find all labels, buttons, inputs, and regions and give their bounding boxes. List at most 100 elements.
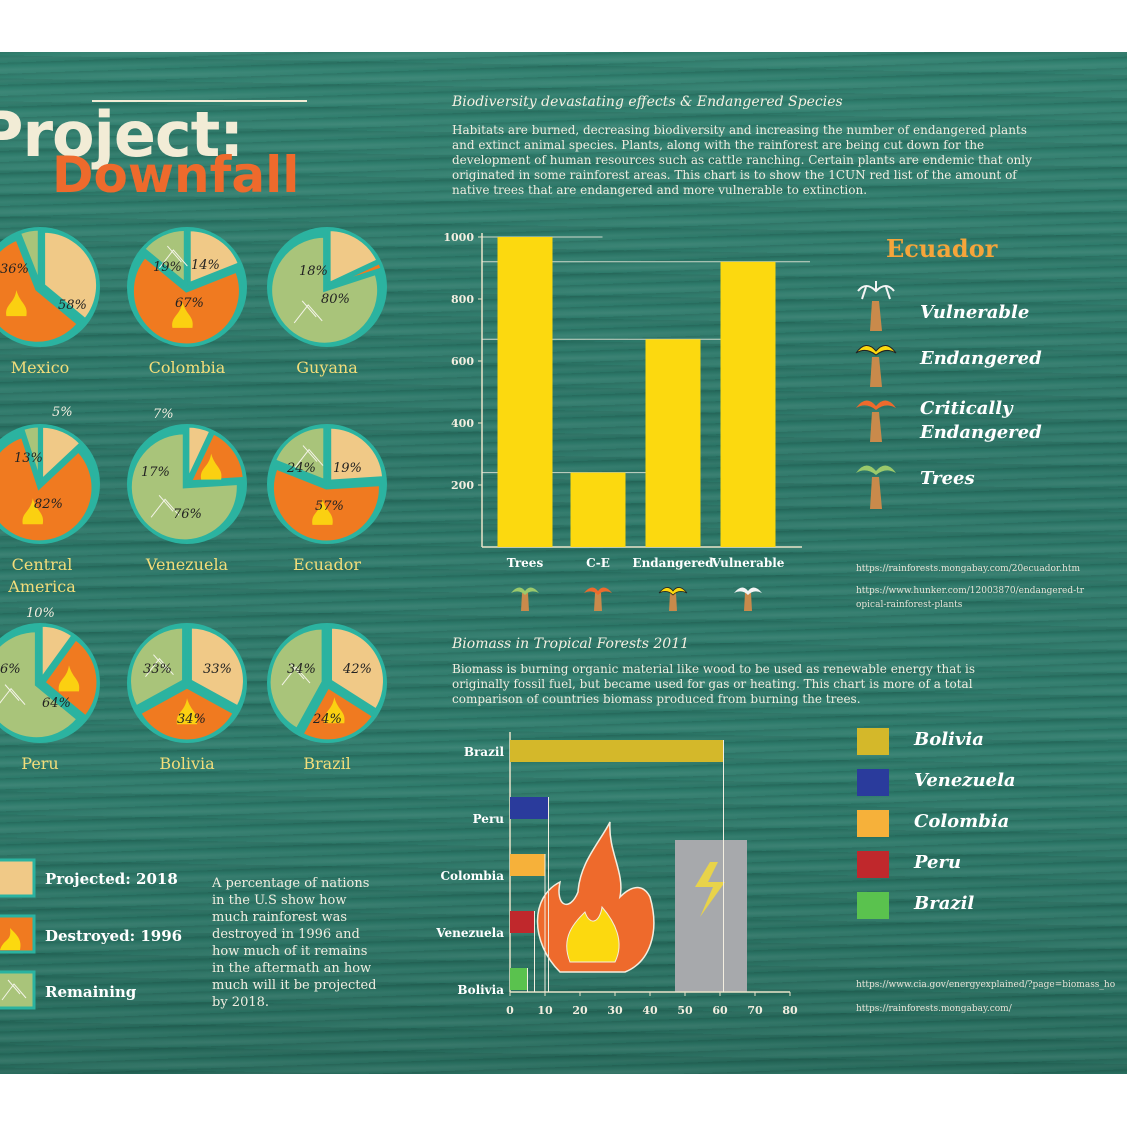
x-tick-label: 0 [506, 1004, 514, 1017]
pie-grid: 36% 58% 6% Mexico 19% 67% 14% Colombia 18% 2% 80% G… [0, 222, 387, 773]
biomass-bar-chart: 0 10 20 30 40 50 60 70 80 Brazil Peru Colombia Venez… [435, 732, 798, 1017]
pie-country-name: Colombia [149, 358, 226, 377]
pie-central-america: 13% 82% 5% Central America [0, 405, 100, 596]
pie-percent-label: 42% [342, 662, 372, 677]
pie-percent-label: 18% [299, 264, 328, 279]
pie-percent-label: 57% [315, 499, 344, 514]
pie-slice-projected [186, 424, 213, 481]
source-link-1[interactable]: https://rainforests.mongabay.com/20ecuad… [856, 564, 1081, 574]
pie-ecuador: 24% 57% 19% Ecuador [267, 424, 387, 574]
x-tick-label: 20 [572, 1004, 588, 1017]
pie-slice-remaining [128, 431, 240, 543]
tree-icon-crown [658, 587, 688, 596]
pie-bolivia: 33% 34% 33% Bolivia [127, 623, 247, 773]
x-tick-label: 80 [782, 1004, 798, 1017]
x-tick-label: 30 [607, 1004, 623, 1017]
source-link-3[interactable]: opical-rainforest-plants [856, 600, 963, 610]
pie-country-name: Mexico [11, 358, 70, 377]
biomass-source-2[interactable]: https://rainforests.mongabay.com/ [856, 1004, 1012, 1014]
biomass-source-1[interactable]: https://www.cia.gov/energyexplained/?pag… [856, 980, 1116, 990]
bar-category-label: Endangered [632, 556, 714, 570]
pie-percent-label: 6% [0, 662, 21, 677]
bar-vulnerable [720, 261, 776, 547]
tree-icon-trunk [521, 593, 529, 611]
pie-slice-remaining [272, 425, 327, 483]
trees-icon [856, 465, 896, 509]
pie-slice-projected [328, 425, 386, 483]
hbar-category-label: Peru [473, 812, 505, 826]
pie-flame-decoration [323, 697, 345, 724]
y-tick-label: 600 [451, 355, 474, 368]
pie-percent-label: 19% [333, 461, 362, 476]
bar-category-label: C-E [586, 556, 610, 570]
flame-illustration [536, 821, 655, 973]
endangered-tree-icon [855, 345, 897, 387]
pie-leaf-decoration [150, 494, 180, 518]
legend-projected-swatch [0, 858, 36, 898]
pie-leaf-decoration [145, 654, 174, 678]
source-link-2[interactable]: https://www.hunker.com/12003870/endanger… [856, 586, 1085, 596]
y-tick-label: 400 [451, 417, 474, 430]
pie-country-name: Ecuador [293, 555, 361, 574]
pie-slice-destroyed [330, 260, 384, 287]
pie-percent-label: 58% [58, 298, 87, 313]
pie-slice-projected [39, 623, 76, 684]
pie-country-name: Brazil [303, 754, 351, 773]
pie-slice-remaining [141, 227, 187, 287]
pie-percent-label: 33% [143, 662, 172, 677]
bar-trees [497, 237, 553, 547]
tree-icon-trunk [744, 593, 752, 611]
pie-venezuela: 7% 17% 76% Venezuela [127, 407, 247, 574]
infographic-board: Project: Downfall 36% 58% 6% Mexico 19% 67% 14… [0, 52, 1127, 1074]
biodiversity-text: Habitats are burned, decreasing biodiver… [452, 123, 1032, 197]
biomass-legend-swatch-bolivia [857, 728, 889, 755]
hbar-category-label: Brazil [464, 745, 505, 759]
legend-critically-endangered: Critically Endangered [920, 398, 1042, 443]
biomass-legend-label-colombia: Colombia [914, 811, 1010, 832]
y-tick-label: 1000 [443, 231, 474, 244]
pie-slice-projected [188, 625, 246, 710]
pie-peru: 10% 6% 64% Peru [0, 606, 100, 773]
pie-percent-label: 64% [42, 696, 71, 711]
pie-leaf-decoration [158, 245, 188, 269]
biomass-legend-label-venezuela: Venezuela [914, 770, 1016, 791]
bar-c-e [570, 472, 626, 547]
biomass-legend-label-brazil: Brazil [914, 893, 975, 914]
pie-slice-remaining [20, 424, 41, 481]
tree-icon-trunk [594, 593, 602, 611]
hbar-category-label: Colombia [440, 869, 504, 883]
x-tick-label: 40 [642, 1004, 658, 1017]
legend-projected-label: Projected: 2018 [45, 870, 178, 888]
tree-icon-crown [734, 587, 762, 595]
legend-trees: Trees [920, 468, 975, 489]
pie-slice-remaining [128, 625, 186, 710]
tree-icon-crown [584, 587, 612, 595]
bar-endangered [645, 339, 701, 547]
legend-remaining-swatch [0, 970, 36, 1010]
biomass-legend-swatch-peru [857, 851, 889, 878]
pie-country-name: America [7, 577, 76, 596]
hbar-bolivia [510, 968, 528, 990]
pie-guyana: 18% 2% 80% Guyana [267, 222, 387, 377]
pie-flame-decoration [176, 698, 198, 725]
pie-country-name: Central [12, 555, 73, 574]
x-tick-label: 50 [677, 1004, 693, 1017]
biomass-legend-swatch-colombia [857, 810, 889, 837]
pie-slice-projected [40, 424, 84, 484]
pie-leaf-decoration [293, 300, 323, 324]
hbar-venezuela [510, 911, 535, 933]
pie-percent-label: 24% [312, 712, 342, 727]
pie-percent-label: 5% [52, 405, 73, 420]
pie-note: A percentage of nations in the U.S show … [212, 876, 377, 1010]
vulnerable-tree-icon [857, 281, 895, 331]
pie-slice-remaining [269, 234, 381, 346]
pie-percent-label: 76% [173, 507, 202, 522]
pie-slice-remaining [267, 626, 325, 732]
hbar-category-label: Bolivia [457, 983, 504, 997]
species-bar-chart: 200 400 600 800 1000 Trees C-E EndangeredVulner… [443, 231, 810, 611]
pie-slice-destroyed [0, 434, 95, 544]
pie-flame-decoration [312, 498, 333, 525]
pie-percent-label: 34% [177, 712, 206, 727]
title-rule [92, 100, 307, 102]
pie-flame-decoration [22, 498, 44, 525]
